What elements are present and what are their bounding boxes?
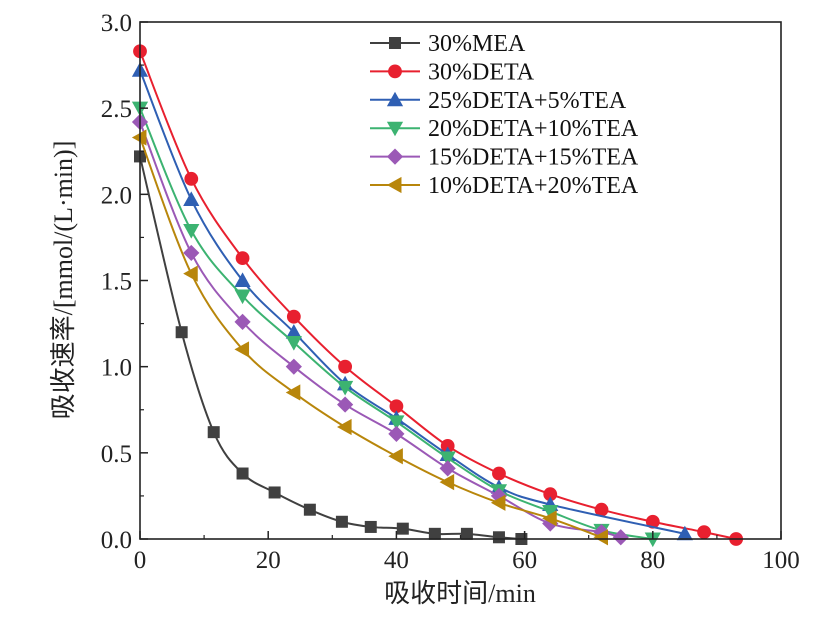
legend-marker bbox=[389, 37, 401, 49]
data-point bbox=[542, 510, 557, 527]
legend-label: 10%DETA+20%TEA bbox=[428, 173, 639, 199]
data-point bbox=[285, 358, 302, 375]
data-point bbox=[235, 251, 250, 265]
y-tick-label: 0.5 bbox=[101, 441, 132, 468]
series-0 bbox=[134, 150, 528, 545]
data-point bbox=[338, 359, 353, 374]
data-point bbox=[428, 527, 441, 540]
x-axis-title: 吸收时间/min bbox=[384, 579, 536, 608]
series-1 bbox=[133, 44, 744, 546]
data-point bbox=[593, 529, 608, 546]
data-point bbox=[183, 224, 200, 239]
data-point bbox=[364, 520, 377, 533]
legend-item: 25%DETA+5%TEA bbox=[370, 88, 627, 114]
data-point bbox=[234, 313, 251, 330]
legend-marker bbox=[386, 91, 404, 107]
x-tick-label: 80 bbox=[640, 547, 665, 574]
data-point bbox=[183, 265, 198, 282]
data-point bbox=[490, 487, 508, 505]
series-line bbox=[139, 121, 622, 539]
y-tick-label: 1.5 bbox=[101, 269, 132, 296]
data-point bbox=[268, 486, 281, 499]
data-point bbox=[303, 503, 316, 516]
data-point bbox=[676, 525, 693, 541]
data-point bbox=[439, 474, 455, 491]
data-point bbox=[439, 451, 456, 467]
legend-marker bbox=[386, 148, 404, 165]
data-point bbox=[388, 425, 405, 442]
data-point bbox=[492, 466, 506, 481]
legend-item: 30%DETA bbox=[370, 59, 535, 85]
series-4 bbox=[131, 113, 629, 546]
data-point bbox=[389, 399, 404, 414]
legend-label: 25%DETA+5%TEA bbox=[428, 88, 627, 114]
data-point bbox=[543, 487, 558, 502]
legend-item: 20%DETA+10%TEA bbox=[370, 116, 639, 142]
data-point bbox=[440, 439, 455, 453]
x-tick-label: 60 bbox=[512, 547, 537, 574]
data-point bbox=[175, 326, 188, 339]
data-point bbox=[396, 522, 409, 535]
data-point bbox=[285, 324, 302, 339]
data-point bbox=[183, 244, 200, 262]
data-point bbox=[697, 525, 711, 540]
data-point bbox=[234, 272, 251, 287]
x-tick-label: 40 bbox=[384, 547, 409, 574]
x-tick-label: 20 bbox=[256, 547, 281, 574]
data-point bbox=[234, 341, 250, 358]
legend-label: 15%DETA+15%TEA bbox=[428, 145, 639, 171]
data-point bbox=[236, 467, 249, 480]
legend-item: 30%MEA bbox=[370, 31, 526, 57]
y-tick-label: 2.5 bbox=[101, 96, 132, 123]
data-point bbox=[286, 309, 301, 324]
data-point bbox=[460, 527, 473, 540]
data-point bbox=[335, 515, 348, 528]
x-tick-label: 100 bbox=[762, 547, 800, 574]
data-point bbox=[337, 380, 354, 396]
series-line bbox=[139, 156, 522, 540]
data-point bbox=[234, 289, 251, 305]
data-point bbox=[183, 191, 200, 206]
data-point bbox=[644, 532, 661, 548]
data-point bbox=[337, 418, 352, 436]
axes: 0 20 40 60 80 100 0.0 0.5 1.0 1.5 2.0 2.5 3.0 bbox=[101, 10, 800, 574]
y-tick-label: 0.0 bbox=[101, 527, 132, 554]
data-point bbox=[285, 384, 301, 401]
data-point bbox=[612, 529, 629, 546]
legend-item: 15%DETA+15%TEA bbox=[370, 145, 639, 171]
data-point bbox=[388, 448, 403, 465]
series-5 bbox=[131, 129, 608, 546]
x-tick-label: 0 bbox=[134, 547, 147, 574]
y-tick-label: 3.0 bbox=[101, 10, 132, 37]
legend-marker bbox=[388, 64, 402, 79]
legend-marker bbox=[386, 176, 402, 194]
legend-marker bbox=[386, 121, 404, 137]
y-axis-title: 吸收速率/[mmol/(L·min)] bbox=[49, 141, 78, 420]
data-point bbox=[285, 336, 302, 351]
data-point bbox=[337, 396, 354, 413]
plot-area bbox=[131, 44, 744, 548]
data-point bbox=[184, 171, 199, 186]
data-point bbox=[131, 129, 147, 146]
legend-label: 30%DETA bbox=[428, 59, 535, 85]
series-line bbox=[139, 69, 686, 535]
legend-item: 10%DETA+20%TEA bbox=[370, 173, 639, 199]
legend-label: 30%MEA bbox=[428, 31, 526, 57]
data-point bbox=[388, 415, 405, 430]
data-point bbox=[542, 504, 559, 520]
data-point bbox=[594, 502, 609, 517]
y-tick-label: 2.0 bbox=[101, 182, 132, 209]
data-point bbox=[207, 426, 220, 439]
legend-label: 20%DETA+10%TEA bbox=[428, 116, 639, 142]
data-point bbox=[490, 494, 506, 511]
data-point bbox=[439, 460, 456, 477]
data-point bbox=[492, 531, 505, 544]
data-point bbox=[645, 514, 660, 529]
y-tick-label: 1.0 bbox=[101, 355, 132, 382]
